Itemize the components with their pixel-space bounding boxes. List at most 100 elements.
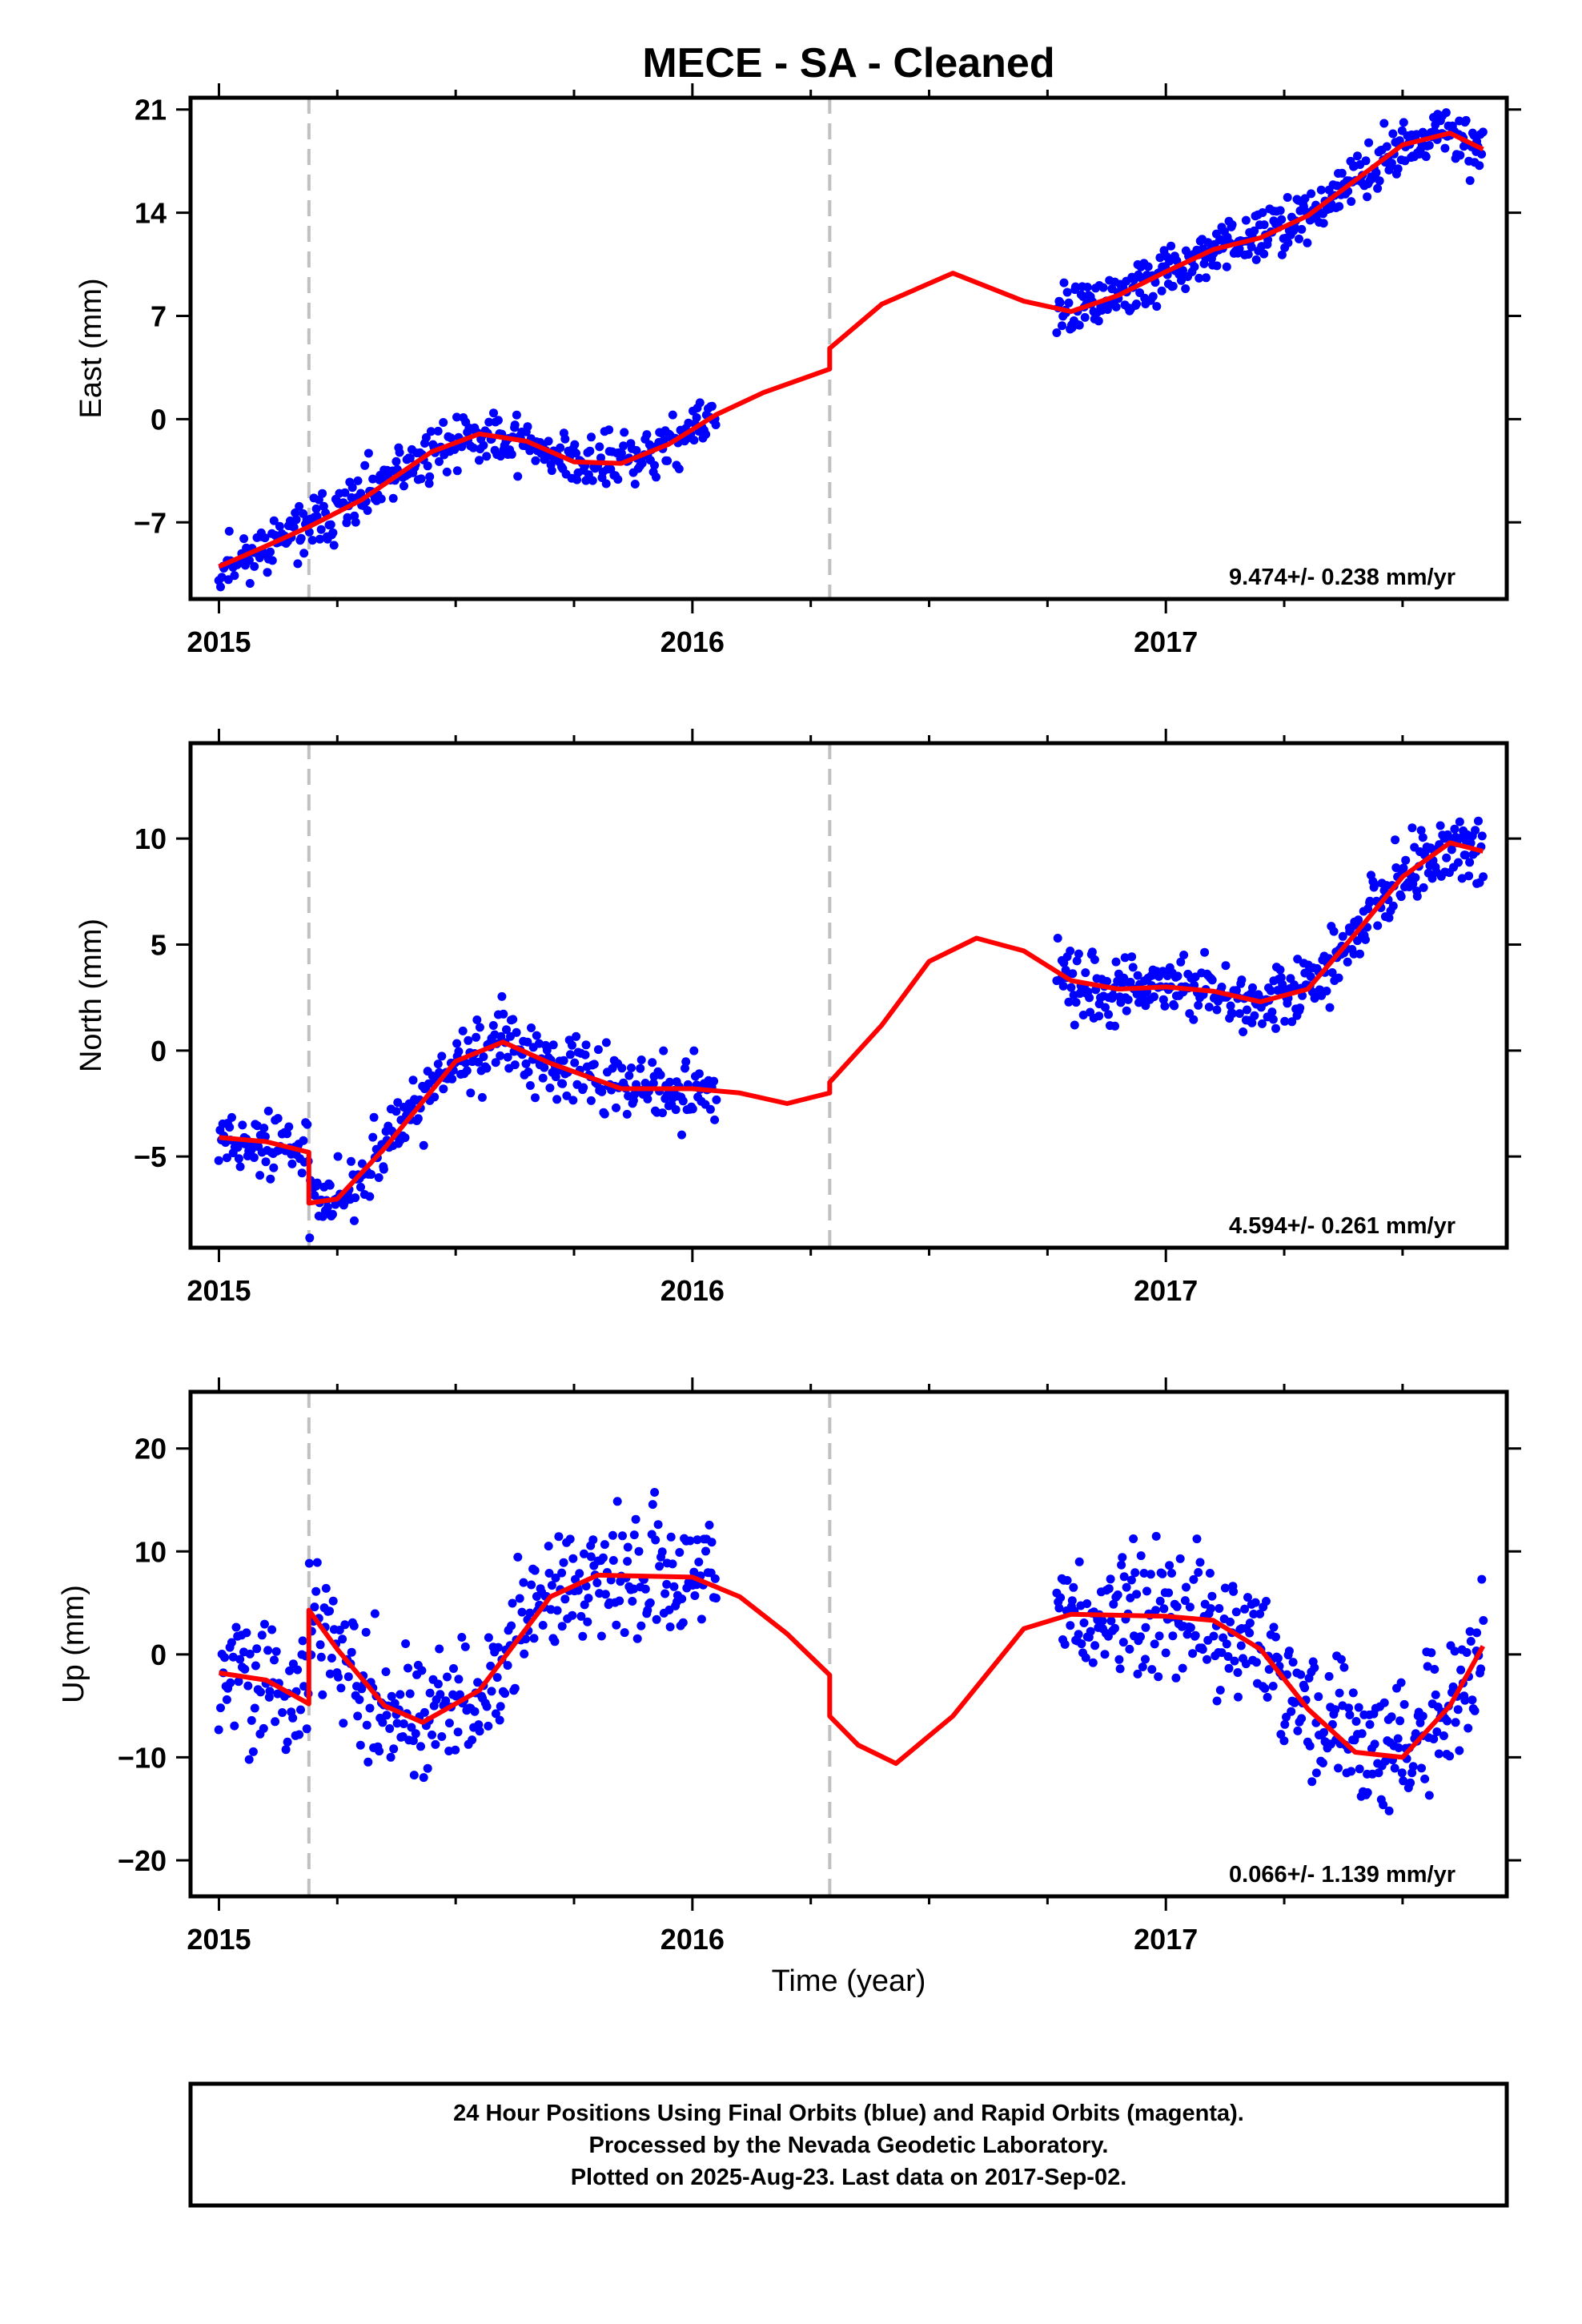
north-data-point [454, 1047, 464, 1056]
north-data-point [636, 1055, 646, 1064]
north-data-point [1384, 913, 1394, 923]
up-data-point [1279, 1736, 1289, 1746]
up-data-point [298, 1636, 307, 1646]
east-data-point [421, 432, 431, 442]
north-data-point [1110, 1021, 1120, 1031]
east-data-point [572, 475, 582, 485]
north-data-point [225, 1123, 235, 1132]
north-data-point [497, 991, 507, 1001]
up-data-point [1122, 1582, 1131, 1592]
east-data-point [479, 440, 488, 450]
up-data-point [1207, 1591, 1217, 1601]
up-data-point [1203, 1655, 1211, 1664]
north-data-point [263, 1106, 273, 1116]
up-data-point [1133, 1669, 1142, 1679]
up-data-point [474, 1720, 484, 1730]
up-data-point [214, 1725, 223, 1735]
up-data-point [1429, 1735, 1439, 1743]
north-data-point [545, 1084, 555, 1092]
north-data-point [1179, 951, 1189, 959]
north-data-point [1258, 1019, 1267, 1028]
up-data-point [517, 1607, 527, 1617]
east-data-point [1456, 151, 1465, 160]
east-data-point [291, 508, 300, 517]
north-data-point [297, 1168, 307, 1178]
up-data-point [586, 1552, 596, 1562]
east-data-point [547, 466, 556, 476]
up-data-point [1423, 1662, 1432, 1671]
up-data-point [1255, 1609, 1265, 1618]
east-data-point [1441, 108, 1451, 118]
up-y-tick-label: −10 [118, 1741, 167, 1774]
up-data-point [378, 1718, 387, 1727]
north-data-point [627, 1063, 636, 1072]
up-data-point [629, 1584, 639, 1594]
east-data-point [1082, 283, 1092, 292]
north-y-tick-label: 0 [151, 1035, 167, 1068]
east-data-point [1259, 249, 1269, 259]
east-data-point [312, 512, 322, 521]
up-data-point [1319, 1727, 1328, 1737]
east-data-point [363, 448, 373, 458]
east-data-point [507, 449, 516, 459]
north-data-point [648, 1058, 657, 1068]
east-data-point [1157, 286, 1166, 296]
east-data-point [1059, 278, 1069, 287]
east-scatter [214, 108, 1488, 592]
east-data-point [224, 526, 234, 536]
up-data-point [662, 1579, 672, 1589]
north-data-point [1070, 1020, 1079, 1030]
north-data-point [1207, 975, 1217, 985]
north-data-point [430, 1092, 440, 1102]
east-data-point [616, 448, 626, 458]
north-data-point [1355, 949, 1364, 959]
east-data-point [684, 418, 693, 428]
east-rate-label: 9.474+/- 0.238 mm/yr [1229, 565, 1456, 590]
north-data-point [1388, 901, 1398, 911]
north-data-point [1104, 1010, 1113, 1019]
north-data-point [368, 1132, 378, 1142]
east-data-point [395, 448, 404, 457]
east-data-point [356, 489, 366, 498]
up-y-tick-label: 20 [135, 1433, 167, 1466]
up-data-point [420, 1707, 429, 1717]
east-data-point [216, 582, 225, 592]
up-data-point [381, 1667, 391, 1676]
east-data-point [1080, 312, 1090, 322]
north-y-tick-label: 10 [135, 822, 167, 855]
east-y-tick-label: 14 [135, 197, 167, 230]
up-data-point [1336, 1655, 1346, 1664]
east-model-line [218, 131, 1484, 569]
east-data-point [1337, 168, 1347, 178]
up-data-point [576, 1611, 586, 1621]
up-data-point [1077, 1639, 1086, 1649]
north-data-point [259, 1124, 269, 1133]
up-y-axis-label: Up (mm) [57, 1585, 90, 1703]
north-data-point [1474, 816, 1483, 826]
up-data-point [231, 1622, 241, 1632]
up-data-point [1141, 1622, 1150, 1632]
up-data-point [1466, 1637, 1476, 1646]
east-data-point [1461, 115, 1471, 125]
north-data-point [1275, 965, 1285, 975]
up-data-point [470, 1707, 480, 1716]
up-y-tick-label: 10 [135, 1535, 167, 1568]
up-data-point [285, 1666, 295, 1675]
north-data-point [1391, 835, 1400, 845]
east-data-point [405, 453, 415, 463]
x-axis-label: Time (year) [772, 1964, 926, 1998]
north-data-point [671, 1105, 681, 1115]
up-data-point [1397, 1768, 1407, 1778]
up-data-point [247, 1715, 256, 1725]
east-data-point [674, 464, 684, 473]
up-data-point [227, 1638, 236, 1647]
up-data-point [385, 1724, 395, 1733]
east-data-point [531, 456, 540, 465]
north-data-point [712, 1095, 721, 1104]
up-data-point [1464, 1723, 1473, 1733]
east-data-point [613, 475, 623, 485]
north-data-point [1280, 1016, 1290, 1026]
up-data-point [433, 1679, 443, 1689]
east-data-point [570, 440, 580, 449]
north-data-point [1189, 1015, 1199, 1024]
